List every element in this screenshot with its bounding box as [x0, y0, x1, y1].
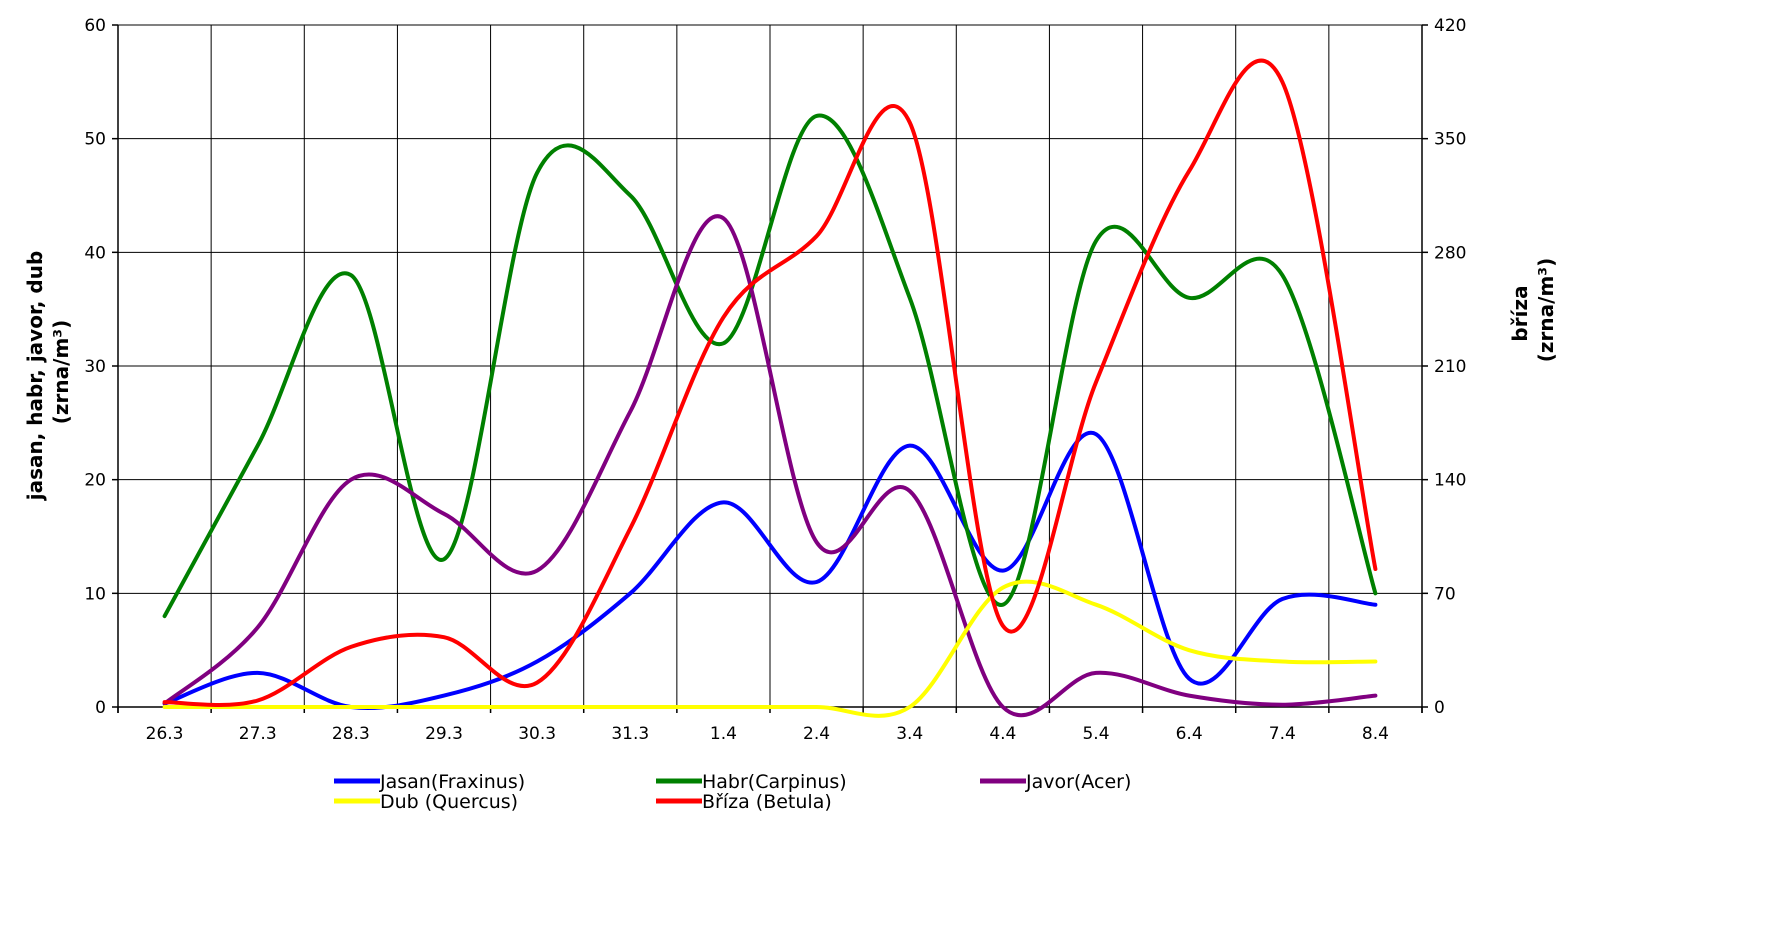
left-tick-label: 50	[84, 130, 106, 150]
series-layer	[162, 58, 1378, 718]
x-tick-label: 31.3	[611, 724, 649, 744]
x-tick-label: 26.3	[146, 724, 184, 744]
x-tick-label: 1.4	[710, 724, 737, 744]
left-tick-label: 0	[95, 698, 106, 718]
legend-label-briza: Bříza (Betula)	[702, 791, 832, 813]
right-tick-label: 350	[1434, 130, 1466, 150]
x-tick-label: 8.4	[1362, 724, 1389, 744]
legend-item-dub: Dub (Quercus)	[334, 791, 518, 813]
right-tick-label: 420	[1434, 16, 1466, 36]
tick-labels: 0 10 20 30 40 50 60 0 70 140 210 280 350 420 26.3 27.3 2…	[84, 16, 1466, 744]
x-tick-label: 7.4	[1269, 724, 1296, 744]
legend-label-habr: Habr(Carpinus)	[702, 771, 847, 793]
x-tick-label: 28.3	[332, 724, 370, 744]
legend-item-javor: Javor(Acer)	[980, 771, 1131, 793]
series-line-briza	[162, 58, 1378, 707]
series-line-javor	[162, 214, 1378, 718]
x-tick-label: 2.4	[803, 724, 830, 744]
left-tick-label: 10	[84, 584, 106, 604]
right-tick-label: 280	[1434, 243, 1466, 263]
legend-item-habr: Habr(Carpinus)	[656, 771, 847, 793]
left-axis-title: jasan, habr, javor, dub (zrna/m³)	[23, 244, 73, 502]
right-tick-label: 140	[1434, 471, 1466, 491]
x-tick-label: 6.4	[1176, 724, 1203, 744]
x-tick-label: 30.3	[518, 724, 556, 744]
right-tick-label: 210	[1434, 357, 1466, 377]
legend: Jasan(Fraxinus) Habr(Carpinus) Javor(Ace…	[334, 771, 1131, 813]
x-tick-label: 3.4	[896, 724, 923, 744]
x-tick-label: 5.4	[1082, 724, 1109, 744]
left-tick-label: 30	[84, 357, 106, 377]
right-tick-label: 0	[1434, 698, 1445, 718]
left-tick-label: 60	[84, 16, 106, 36]
series-line-dub	[162, 579, 1378, 718]
x-tick-label: 27.3	[239, 724, 277, 744]
legend-item-briza: Bříza (Betula)	[656, 791, 832, 813]
left-tick-label: 40	[84, 243, 106, 263]
x-tick-label: 29.3	[425, 724, 463, 744]
legend-label-dub: Dub (Quercus)	[380, 791, 518, 813]
legend-label-jasan: Jasan(Fraxinus)	[379, 771, 525, 793]
left-tick-label: 20	[84, 471, 106, 491]
x-tick-label: 4.4	[989, 724, 1016, 744]
legend-item-jasan: Jasan(Fraxinus)	[334, 771, 525, 793]
legend-label-javor: Javor(Acer)	[1025, 771, 1131, 793]
right-axis-title: bříza (zrna/m³)	[1508, 258, 1558, 362]
right-tick-label: 70	[1434, 584, 1456, 604]
series-line-habr	[162, 113, 1378, 619]
